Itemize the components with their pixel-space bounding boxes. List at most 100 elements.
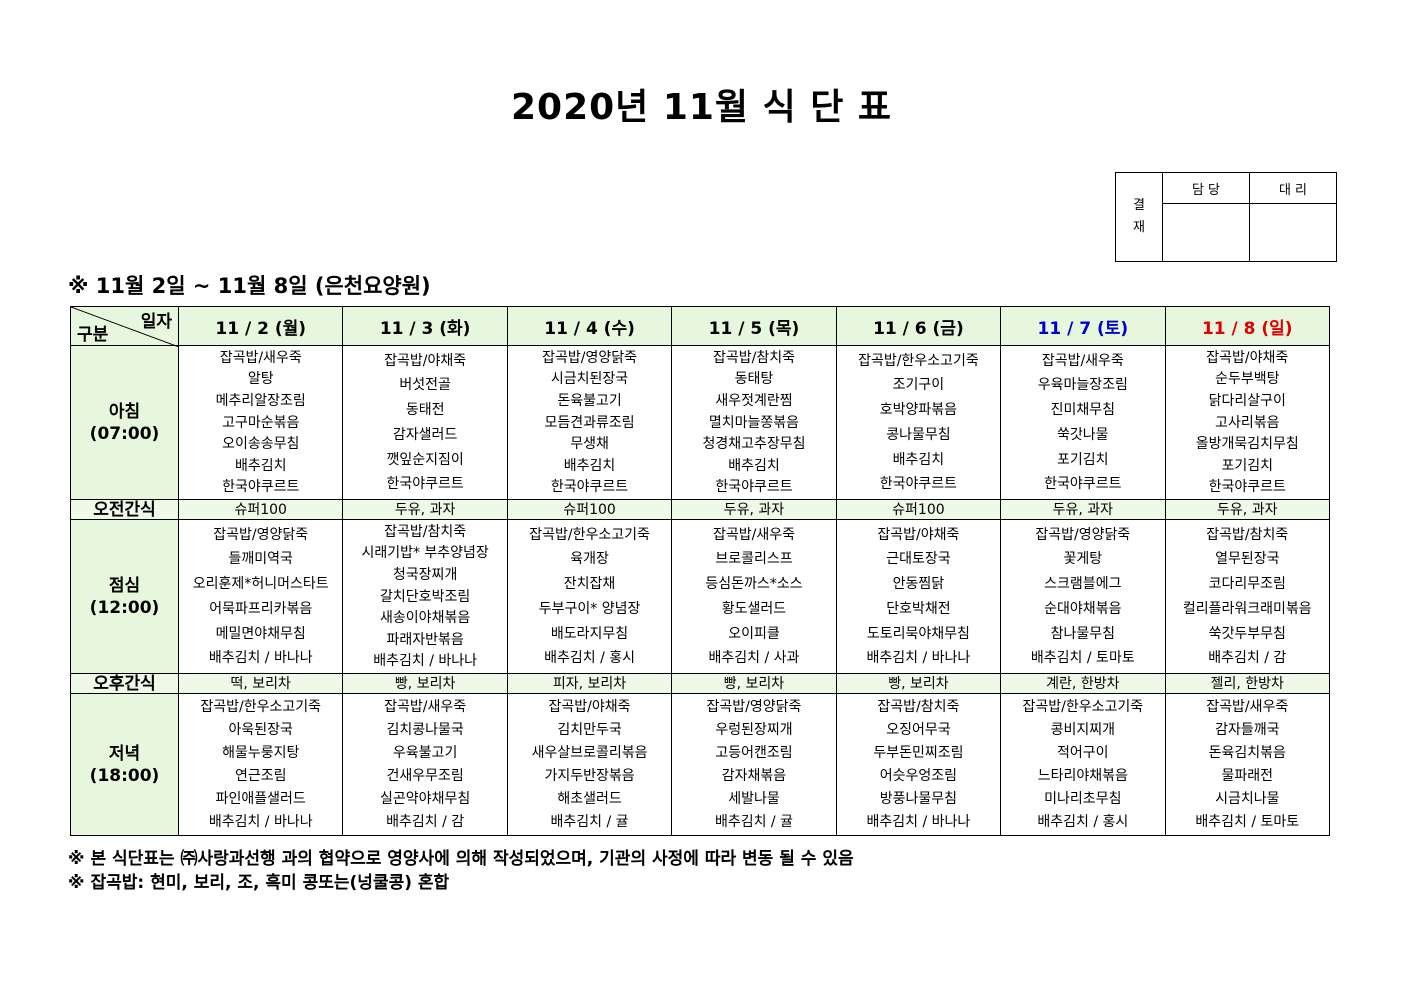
menu-item: 배추김치 / 토마토 — [1195, 814, 1300, 830]
menu-cell: 두유, 과자 — [342, 499, 508, 520]
menu-cell: 젤리, 한방차 — [1164, 673, 1331, 694]
menu-item: 포기김치 — [1221, 457, 1274, 474]
menu-item: 돈육김치볶음 — [1208, 745, 1286, 761]
meal-time: (12:00) — [89, 597, 160, 618]
menu-item: 청국장찌개 — [392, 566, 458, 583]
menu-cell: 잡곡밥/영양닭죽 시금치된장국 돈육불고기 모듬견과류조림 무생채 배추김치 한국야쿠르트 — [506, 345, 673, 500]
note-2: ※ 잡곡밥: 현미, 보리, 조, 흑미 콩또는(넝쿨콩) 혼합 — [68, 873, 450, 893]
menu-item: 쑥갓나물 — [1057, 426, 1109, 443]
menu-item: 우렁된장찌개 — [715, 722, 793, 738]
menu-item: 우육불고기 — [392, 745, 458, 761]
meal-label: 점심 (12:00) — [70, 519, 179, 674]
menu-item: 배추김치 / 바나나 — [373, 653, 478, 670]
menu-item: 잡곡밥/한우소고기죽 — [200, 699, 322, 715]
menu-item: 한국야쿠르트 — [386, 476, 464, 493]
menu-item: 잡곡밥/참치죽 — [877, 699, 960, 715]
menu-item: 배도라지무침 — [550, 625, 629, 642]
menu-cell: 두유, 과자 — [671, 499, 837, 520]
menu-item: 두부구이* 양념장 — [538, 600, 641, 617]
meal-name: 오전간식 — [93, 499, 156, 520]
menu-item: 어슷우엉조림 — [879, 768, 958, 784]
menu-item: 코다리무조림 — [1208, 576, 1286, 593]
menu-item: 버섯전골 — [399, 377, 451, 394]
menu-item: 오징어무국 — [886, 722, 951, 738]
menu-item: 배추김치 — [234, 457, 287, 474]
menu-item: 도토리묵야채무침 — [866, 625, 970, 642]
menu-item: 고구마순볶음 — [222, 414, 300, 431]
menu-item: 실곤약야채무침 — [380, 791, 471, 807]
menu-cell: 잡곡밥/새우죽 브로콜리스프 등심돈까스*소스 황도샐러드 오이피클 배추김치 / 사과 — [671, 519, 837, 674]
approval-col-manager: 담 당 — [1162, 172, 1250, 204]
menu-item: 아욱된장국 — [228, 722, 293, 738]
page-title: 2020년 11월 식 단 표 — [510, 87, 893, 128]
approval-label: 결 재 — [1115, 172, 1163, 262]
corner-category-label: 구분 — [77, 325, 109, 345]
menu-item: 한국야쿠르트 — [222, 479, 300, 496]
menu-item: 동태전 — [405, 402, 445, 419]
approval-sign-manager[interactable] — [1162, 203, 1250, 262]
menu-cell: 잡곡밥/영양닭죽 우렁된장찌개 고등어캔조림 감자채볶음 세발나물 배추김치 / 귤 — [671, 693, 837, 836]
menu-item: 무생채 — [570, 436, 609, 453]
menu-item: 단호박채전 — [886, 600, 951, 617]
menu-item: 콩나물무침 — [886, 426, 951, 443]
menu-item: 진미채무침 — [1050, 402, 1116, 419]
approval-col-deputy: 대 리 — [1249, 172, 1337, 204]
menu-item: 잡곡밥/야채죽 — [384, 352, 467, 369]
menu-item: 감자들깨국 — [1215, 722, 1280, 738]
menu-cell: 떡, 보리차 — [177, 673, 344, 694]
menu-item: 잡곡밥/새우죽 — [712, 526, 795, 543]
meal-label: 오후간식 — [70, 673, 179, 694]
menu-cell: 잡곡밥/참치죽 오징어무국 두부돈민찌조림 어슷우엉조림 방풍나물무침 배추김치 / 바나… — [835, 693, 1002, 836]
menu-item: 해초샐러드 — [557, 791, 622, 807]
menu-item: 파인애플샐러드 — [215, 791, 306, 807]
menu-cell: 잡곡밥/한우소고기죽 육개장 잔치잡채 두부구이* 양념장 배도라지무침 배추김치 / 홍… — [506, 519, 673, 674]
menu-item: 해물누룽지탕 — [222, 745, 300, 761]
menu-item: 열무된장국 — [1215, 551, 1280, 568]
menu-item: 잡곡밥/새우죽 — [219, 349, 302, 366]
menu-item: 잡곡밥/영양닭죽 — [706, 699, 802, 715]
day-header-4: 11 / 5 (목) — [671, 306, 837, 346]
menu-item: 잡곡밥/새우죽 — [1041, 352, 1124, 369]
menu-item: 스크램블에그 — [1044, 576, 1122, 593]
meal-name: 아침 — [108, 401, 141, 422]
menu-item: 잡곡밥/야채죽 — [877, 526, 960, 543]
menu-cell: 두유, 과자 — [1164, 499, 1331, 520]
menu-item: 한국야쿠르트 — [1044, 476, 1122, 493]
menu-item: 두부돈민찌조림 — [873, 745, 964, 761]
menu-item: 육개장 — [570, 551, 609, 568]
menu-item: 쑥갓두부무침 — [1208, 625, 1286, 642]
menu-cell: 잡곡밥/한우소고기죽 아욱된장국 해물누룽지탕 연근조림 파인애플샐러드 배추김치 / 바… — [177, 693, 344, 836]
menu-item: 깻잎순지짐이 — [386, 451, 464, 468]
menu-cell: 슈퍼100 — [835, 499, 1002, 520]
menu-item: 닭다리살구이 — [1208, 392, 1286, 409]
meal-row: 점심 (12:00) 잡곡밥/영양닭죽 들깨미역국 오리훈제*허니머스타트 어묵파프리카볶… — [70, 519, 1331, 674]
menu-item: 김치콩나물국 — [386, 722, 464, 738]
menu-item: 돈육불고기 — [557, 392, 622, 409]
menu-item: 순두부백탕 — [1215, 371, 1280, 388]
meal-row: 아침 (07:00) 잡곡밥/새우죽 알탕 메추리알장조림 고구마순볶음 오이송송무침 배추김… — [70, 345, 1331, 500]
meal-row: 저녁 (18:00) 잡곡밥/한우소고기죽 아욱된장국 해물누룽지탕 연근조림 파인애플샐러… — [70, 693, 1331, 836]
menu-item: 적어구이 — [1057, 745, 1109, 761]
approval-sign-deputy[interactable] — [1249, 203, 1337, 262]
menu-cell: 잡곡밥/새우죽 우육마늘장조림 진미채무침 쑥갓나물 포기김치 한국야쿠르트 — [1000, 345, 1166, 500]
menu-item: 미나리초무침 — [1044, 791, 1122, 807]
menu-item: 배추김치 / 바나나 — [866, 650, 971, 667]
menu-item: 잡곡밥/야채죽 — [1206, 349, 1289, 366]
menu-item: 한국야쿠르트 — [1208, 479, 1286, 496]
menu-item: 배추김치 / 감 — [386, 814, 465, 830]
menu-item: 새우살브로콜리볶음 — [531, 745, 648, 761]
menu-cell: 잡곡밥/영양닭죽 들깨미역국 오리훈제*허니머스타트 어묵파프리카볶음 메밀면야채무침 배… — [177, 519, 344, 674]
menu-item: 등심돈까스*소스 — [705, 576, 803, 593]
menu-item: 잡곡밥/참치죽 — [384, 523, 467, 540]
menu-item: 모듬견과류조림 — [544, 414, 635, 431]
menu-item: 감자샐러드 — [392, 426, 458, 443]
menu-item: 감자채볶음 — [721, 768, 787, 784]
snack-row: 오후간식 떡, 보리차 빵, 보리차 피자, 보리차 빵, 보리차 빵, 보리차 계란, 한… — [70, 673, 1331, 694]
menu-cell: 슈퍼100 — [506, 499, 673, 520]
menu-item: 안동찜닭 — [892, 576, 945, 593]
menu-item: 잔치잡채 — [563, 576, 616, 593]
menu-item: 잡곡밥/새우죽 — [384, 699, 467, 715]
menu-item: 올방개묵김치무침 — [1195, 436, 1299, 453]
menu-item: 호박양파볶음 — [879, 402, 958, 419]
